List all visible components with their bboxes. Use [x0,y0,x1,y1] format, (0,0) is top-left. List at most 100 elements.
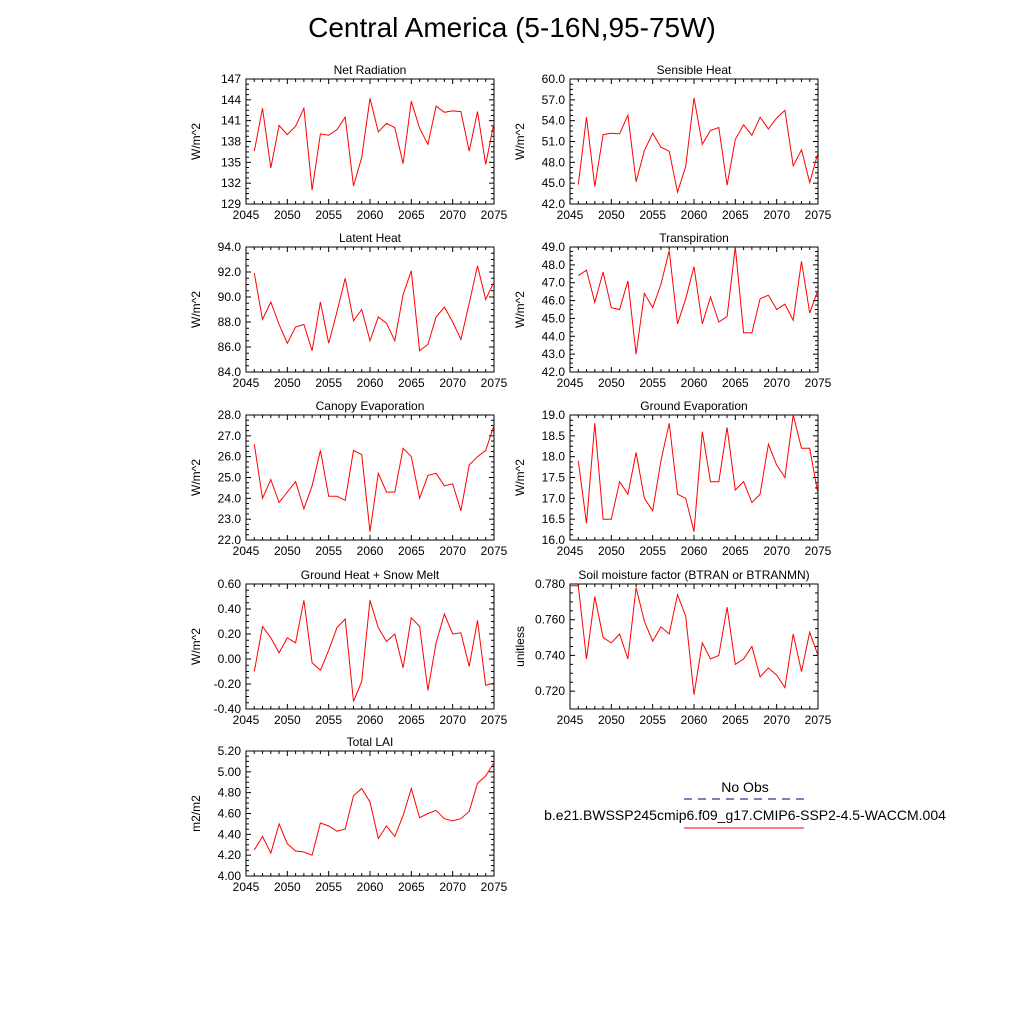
x-tick-label: 2075 [481,208,508,222]
chart-soil-moisture-factor-btran-or-btranmn: Soil moisture factor (BTRAN or BTRANMN) u… [513,568,832,727]
x-tick-label: 2050 [598,713,625,727]
x-tick-label: 2055 [639,544,666,558]
x-tick-label: 2050 [598,376,625,390]
x-tick-label: 2065 [398,544,425,558]
chart-latent-heat: Latent Heat W/m^2 84.0 86.0 88.0 90.0 92.0 94.0… [189,231,508,390]
y-tick-label: 18.0 [542,450,566,464]
x-tick-label: 2075 [805,208,832,222]
y-tick-label: 0.780 [535,577,565,591]
chart-net-radiation: Net Radiation W/m^2 129 132 135 138 141 144 147 2… [189,63,508,222]
x-tick-label: 2075 [805,544,832,558]
y-axis-label: W/m^2 [513,459,527,496]
series-line [578,247,818,355]
y-tick-label: 0.20 [218,627,242,641]
x-tick-label: 2055 [639,713,666,727]
y-tick-label: 88.0 [218,315,242,329]
y-tick-label: 57.0 [542,93,566,107]
y-tick-label: 0.720 [535,684,565,698]
x-tick-label: 2050 [274,544,301,558]
y-tick-label: 19.0 [542,408,566,422]
x-tick-label: 2045 [557,544,584,558]
x-tick-label: 2045 [233,208,260,222]
x-tick-label: 2070 [439,880,466,894]
y-tick-label: 4.40 [218,827,242,841]
series-line [577,97,818,195]
y-axis-label: W/m^2 [513,123,527,160]
series-line [253,600,494,702]
y-tick-label: 90.0 [218,290,242,304]
series-line [253,265,494,352]
x-tick-label: 2070 [763,544,790,558]
y-axis-label: unitless [513,626,527,667]
x-tick-label: 2065 [398,208,425,222]
y-tick-label: 0.00 [218,652,242,666]
x-tick-label: 2075 [481,713,508,727]
y-tick-label: 49.0 [542,240,566,254]
x-tick-label: 2055 [315,376,342,390]
y-tick-label: 0.60 [218,577,242,591]
legend-obs-line [684,798,804,800]
x-tick-label: 2065 [398,713,425,727]
panel-title: Total LAI [347,735,394,749]
x-tick-label: 2075 [481,544,508,558]
page-title: Central America (5-16N,95-75W) [308,12,716,43]
panel-title: Net Radiation [334,63,407,77]
x-tick-label: 2060 [357,544,384,558]
y-tick-label: 45.0 [542,311,566,325]
x-tick-label: 2050 [274,208,301,222]
x-tick-label: 2070 [763,713,790,727]
panel-title: Ground Evaporation [640,399,747,413]
x-tick-label: 2060 [681,208,708,222]
y-tick-label: 94.0 [218,240,242,254]
y-tick-label: 144 [221,93,241,107]
plot-frame [245,750,495,877]
y-tick-label: 129 [221,197,241,211]
x-tick-label: 2045 [557,713,584,727]
y-tick-label: 92.0 [218,265,242,279]
y-tick-label: 16.5 [542,512,566,526]
y-axis-label: W/m^2 [189,123,203,160]
y-tick-label: 27.0 [218,429,242,443]
y-tick-label: 18.5 [542,429,566,443]
y-tick-label: 45.0 [542,176,566,190]
y-tick-label: 5.00 [218,765,242,779]
y-axis-label: W/m^2 [189,291,203,328]
x-tick-label: 2065 [722,713,749,727]
x-tick-label: 2055 [315,208,342,222]
x-tick-label: 2055 [315,713,342,727]
x-tick-label: 2065 [722,544,749,558]
panel-title: Ground Heat + Snow Melt [301,568,440,582]
panel-title: Canopy Evaporation [316,399,425,413]
y-tick-label: 22.0 [218,533,242,547]
x-tick-label: 2070 [439,544,466,558]
y-axis-label: W/m^2 [189,628,203,665]
chart-total-lai: Total LAI m2/m2 4.00 4.20 4.40 4.60 4.80 5.00 5.… [189,735,508,894]
x-tick-label: 2070 [439,376,466,390]
y-tick-label: 4.00 [218,869,242,883]
y-axis-label: W/m^2 [189,459,203,496]
y-tick-label: 17.0 [542,491,566,505]
y-tick-label: 44.0 [542,329,566,343]
x-tick-label: 2070 [763,208,790,222]
x-tick-label: 2065 [722,376,749,390]
x-tick-label: 2045 [557,208,584,222]
x-tick-label: 2065 [398,880,425,894]
plot-frame [245,246,495,373]
y-tick-label: 86.0 [218,340,242,354]
x-tick-label: 2060 [357,376,384,390]
y-tick-label: 48.0 [542,258,566,272]
legend-model-label: b.e21.BWSSP245cmip6.f09_g17.CMIP6-SSP2-4… [544,807,946,823]
y-tick-label: 141 [221,114,241,128]
x-tick-label: 2045 [233,880,260,894]
y-tick-label: 42.0 [542,365,566,379]
y-tick-label: 26.0 [218,450,242,464]
y-tick-label: 4.60 [218,807,242,821]
chart-ground-evaporation: Ground Evaporation W/m^2 16.0 16.5 17.0 17.5 1… [513,399,832,558]
x-tick-label: 2050 [274,376,301,390]
x-tick-label: 2050 [274,880,301,894]
x-tick-label: 2055 [315,880,342,894]
y-tick-label: 5.20 [218,744,242,758]
panel-title: Latent Heat [339,231,402,245]
x-tick-label: 2060 [357,713,384,727]
